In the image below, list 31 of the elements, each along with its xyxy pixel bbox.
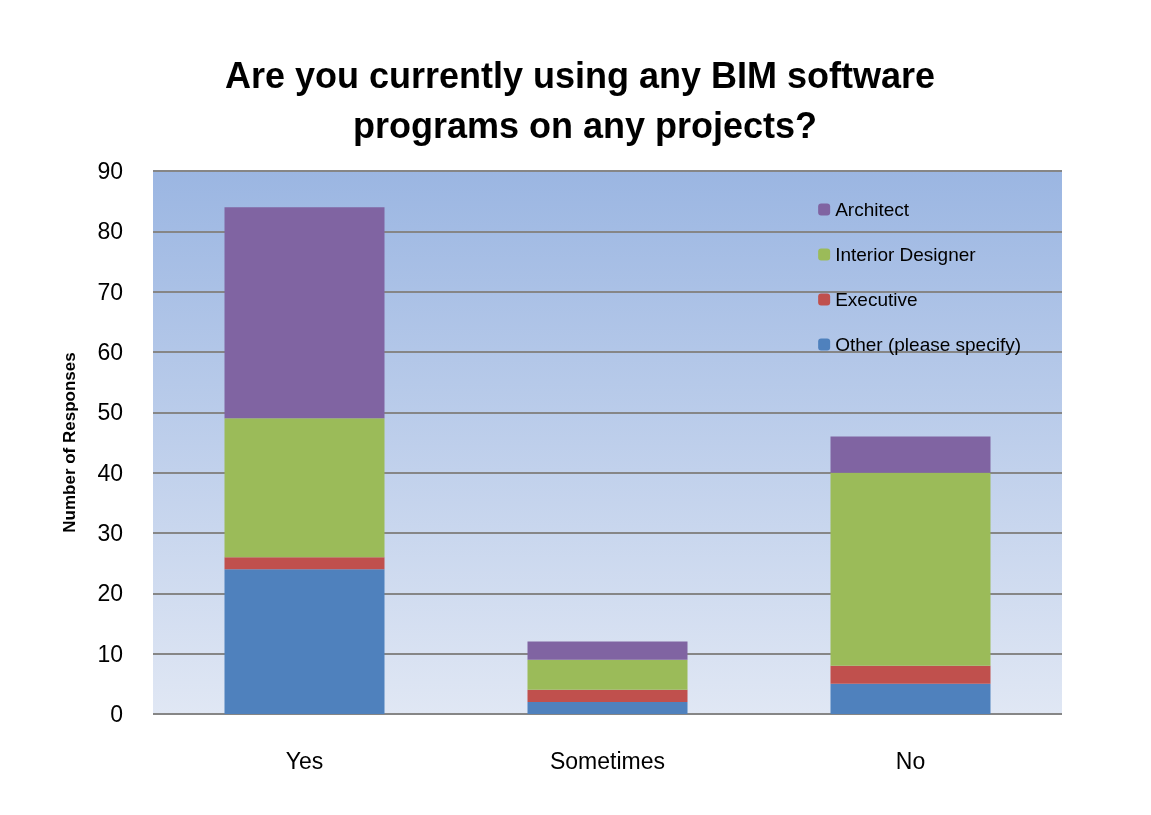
y-tick-label: 80: [97, 218, 123, 245]
bar: [527, 701, 688, 714]
y-tick-label: 10: [97, 640, 123, 667]
legend-label: Other (please specify): [835, 334, 1022, 355]
y-tick-label: 50: [97, 399, 123, 426]
legend-label: Architect: [835, 199, 910, 220]
bar: [527, 641, 688, 660]
bar: [224, 207, 385, 419]
y-tick-label: 70: [97, 278, 123, 305]
y-tick-label: 20: [97, 580, 123, 607]
y-tick-label: 60: [97, 339, 123, 365]
chart-title: Are you currently using any BIM software programs on any projects?: [224, 54, 946, 146]
y-tick-label: 30: [97, 520, 123, 546]
bar: [224, 569, 385, 714]
bar: [224, 557, 385, 570]
y-tick-label: 0: [110, 701, 123, 727]
legend-label: Executive: [835, 289, 918, 310]
legend-label: Interior Designer: [835, 244, 977, 265]
bar: [224, 418, 385, 558]
y-axis-title: Number of Responses: [60, 352, 79, 533]
y-tick-label: 90: [97, 158, 123, 184]
bar: [527, 659, 688, 690]
bar: [527, 689, 688, 702]
bar: [830, 665, 991, 684]
x-tick-label: Yes: [285, 747, 324, 774]
bar: [830, 472, 991, 666]
bar: [830, 436, 991, 473]
x-tick-label: No: [895, 747, 926, 774]
bar: [830, 683, 991, 714]
x-tick-label: Sometimes: [549, 747, 666, 774]
y-tick-label: 40: [97, 459, 123, 486]
